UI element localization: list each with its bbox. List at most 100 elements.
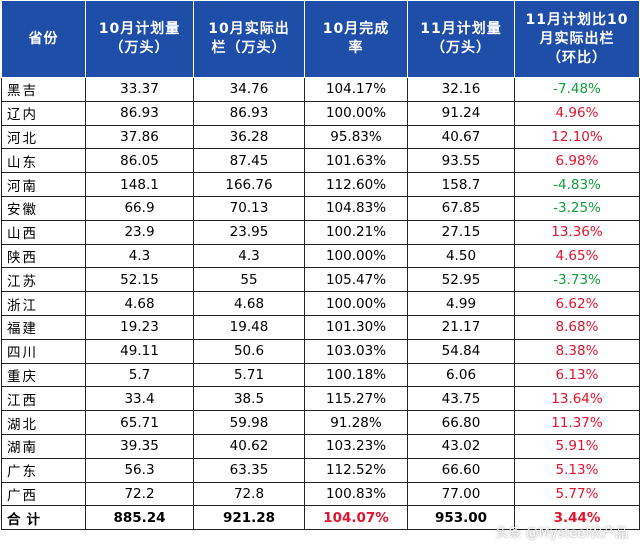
watermark: 头条 @Mysteel农产品 (495, 526, 628, 541)
province-cell: 湖北 (1, 410, 86, 435)
oct-actual-cell: 4.68 (193, 291, 305, 316)
province-cell: 福建 (1, 314, 86, 340)
total-oct-actual-cell: 921.28 (193, 505, 305, 531)
oct-plan-cell: 72.2 (85, 481, 194, 507)
province-cell: 辽内 (1, 100, 86, 126)
table-row: 江西 33.4 38.5 115.27% 43.75 13.64% (1, 386, 640, 412)
oct-actual-cell: 55 (193, 267, 305, 293)
table-row: 安徽 66.9 70.13 104.83% 67.85 -3.25% (1, 195, 640, 221)
oct-rate-cell: 105.47% (304, 267, 408, 293)
oct-rate-cell: 100.00% (304, 243, 408, 269)
oct-plan-cell: 66.9 (85, 195, 194, 221)
province-cell: 山西 (1, 219, 86, 245)
header-province: 省份 (1, 0, 86, 78)
province-cell: 重庆 (1, 362, 86, 388)
oct-actual-cell: 86.93 (193, 100, 305, 126)
oct-rate-cell: 101.30% (304, 314, 408, 340)
nov-plan-cell: 54.84 (407, 338, 515, 364)
oct-actual-cell: 59.98 (193, 410, 305, 435)
province-cell: 陕西 (1, 243, 86, 269)
header-oct-rate: 10月完成 率 (304, 0, 408, 78)
oct-rate-cell: 100.83% (304, 481, 408, 507)
oct-actual-cell: 40.62 (193, 433, 305, 459)
table-row: 广西 72.2 72.8 100.83% 77.00 5.77% (1, 481, 640, 507)
oct-actual-cell: 23.95 (193, 219, 305, 245)
oct-plan-cell: 86.93 (85, 100, 194, 126)
oct-plan-cell: 49.11 (85, 338, 194, 364)
table-row: 陕西 4.3 4.3 100.00% 4.50 4.65% (1, 243, 640, 269)
mom-cell: 11.37% (514, 410, 640, 435)
oct-actual-cell: 166.76 (193, 172, 305, 197)
nov-plan-cell: 43.02 (407, 433, 515, 459)
total-row: 合计 885.24 921.28 104.07% 953.00 3.44% (1, 505, 640, 531)
oct-actual-cell: 70.13 (193, 195, 305, 221)
nov-plan-cell: 27.15 (407, 219, 515, 245)
oct-actual-cell: 34.76 (193, 77, 305, 102)
table-row: 山西 23.9 23.95 100.21% 27.15 13.36% (1, 219, 640, 245)
oct-plan-cell: 52.15 (85, 267, 194, 293)
oct-plan-cell: 65.71 (85, 410, 194, 435)
mom-cell: 5.77% (514, 481, 640, 507)
mom-cell: 12.10% (514, 124, 640, 150)
total-oct-rate-cell: 104.07% (304, 505, 408, 531)
total-oct-plan-cell: 885.24 (85, 505, 194, 531)
mom-cell: 4.96% (514, 100, 640, 126)
mom-cell: 6.98% (514, 148, 640, 174)
oct-rate-cell: 101.63% (304, 148, 408, 174)
table-row: 浙江 4.68 4.68 100.00% 4.99 6.62% (1, 291, 640, 316)
oct-rate-cell: 104.83% (304, 195, 408, 221)
oct-plan-cell: 23.9 (85, 219, 194, 245)
province-cell: 黑吉 (1, 77, 86, 102)
oct-plan-cell: 86.05 (85, 148, 194, 174)
oct-rate-cell: 91.28% (304, 410, 408, 435)
table-row: 重庆 5.7 5.71 100.18% 6.06 6.13% (1, 362, 640, 388)
oct-rate-cell: 115.27% (304, 386, 408, 412)
oct-actual-cell: 87.45 (193, 148, 305, 174)
province-cell: 安徽 (1, 195, 86, 221)
mom-cell: -7.48% (514, 77, 640, 102)
nov-plan-cell: 66.80 (407, 410, 515, 435)
nov-plan-cell: 4.99 (407, 291, 515, 316)
nov-plan-cell: 91.24 (407, 100, 515, 126)
nov-plan-cell: 43.75 (407, 386, 515, 412)
mom-cell: 13.64% (514, 386, 640, 412)
table-header: 省份 10月计划量 （万头） 10月实际出 栏（万头） 10月完成 率 11月计… (1, 0, 640, 78)
province-cell: 广东 (1, 457, 86, 483)
province-cell: 江苏 (1, 267, 86, 293)
header-oct-actual: 10月实际出 栏（万头） (193, 0, 305, 78)
province-cell: 湖南 (1, 433, 86, 459)
mom-cell: -3.73% (514, 267, 640, 293)
oct-rate-cell: 103.23% (304, 433, 408, 459)
province-cell: 广西 (1, 481, 86, 507)
total-province-cell: 合计 (1, 505, 86, 531)
mom-cell: 5.91% (514, 433, 640, 459)
nov-plan-cell: 40.67 (407, 124, 515, 150)
oct-rate-cell: 104.17% (304, 77, 408, 102)
nov-plan-cell: 67.85 (407, 195, 515, 221)
nov-plan-cell: 77.00 (407, 481, 515, 507)
province-cell: 浙江 (1, 291, 86, 316)
oct-rate-cell: 112.60% (304, 172, 408, 197)
oct-plan-cell: 4.68 (85, 291, 194, 316)
nov-plan-cell: 52.95 (407, 267, 515, 293)
table-row: 福建 19.23 19.48 101.30% 21.17 8.68% (1, 314, 640, 340)
table-row: 河北 37.86 36.28 95.83% 40.67 12.10% (1, 124, 640, 150)
oct-rate-cell: 100.00% (304, 291, 408, 316)
header-oct-plan: 10月计划量 （万头） (85, 0, 194, 78)
province-cell: 河南 (1, 172, 86, 197)
total-mom-cell: 3.44% (514, 505, 640, 531)
table-body: 黑吉 33.37 34.76 104.17% 32.16 -7.48% 辽内 86.93 86.… (1, 77, 640, 531)
nov-plan-cell: 6.06 (407, 362, 515, 388)
table-row: 湖北 65.71 59.98 91.28% 66.80 11.37% (1, 410, 640, 435)
oct-actual-cell: 63.35 (193, 457, 305, 483)
province-cell: 江西 (1, 386, 86, 412)
oct-plan-cell: 37.86 (85, 124, 194, 150)
mom-cell: 4.65% (514, 243, 640, 269)
table-row: 黑吉 33.37 34.76 104.17% 32.16 -7.48% (1, 77, 640, 102)
oct-actual-cell: 5.71 (193, 362, 305, 388)
mom-cell: -3.25% (514, 195, 640, 221)
province-cell: 四川 (1, 338, 86, 364)
oct-actual-cell: 19.48 (193, 314, 305, 340)
oct-actual-cell: 36.28 (193, 124, 305, 150)
nov-plan-cell: 32.16 (407, 77, 515, 102)
